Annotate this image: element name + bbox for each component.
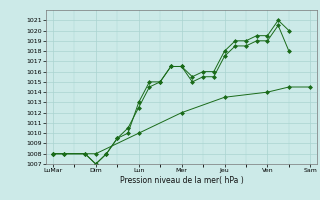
X-axis label: Pression niveau de la mer( hPa ): Pression niveau de la mer( hPa ) xyxy=(120,176,244,185)
